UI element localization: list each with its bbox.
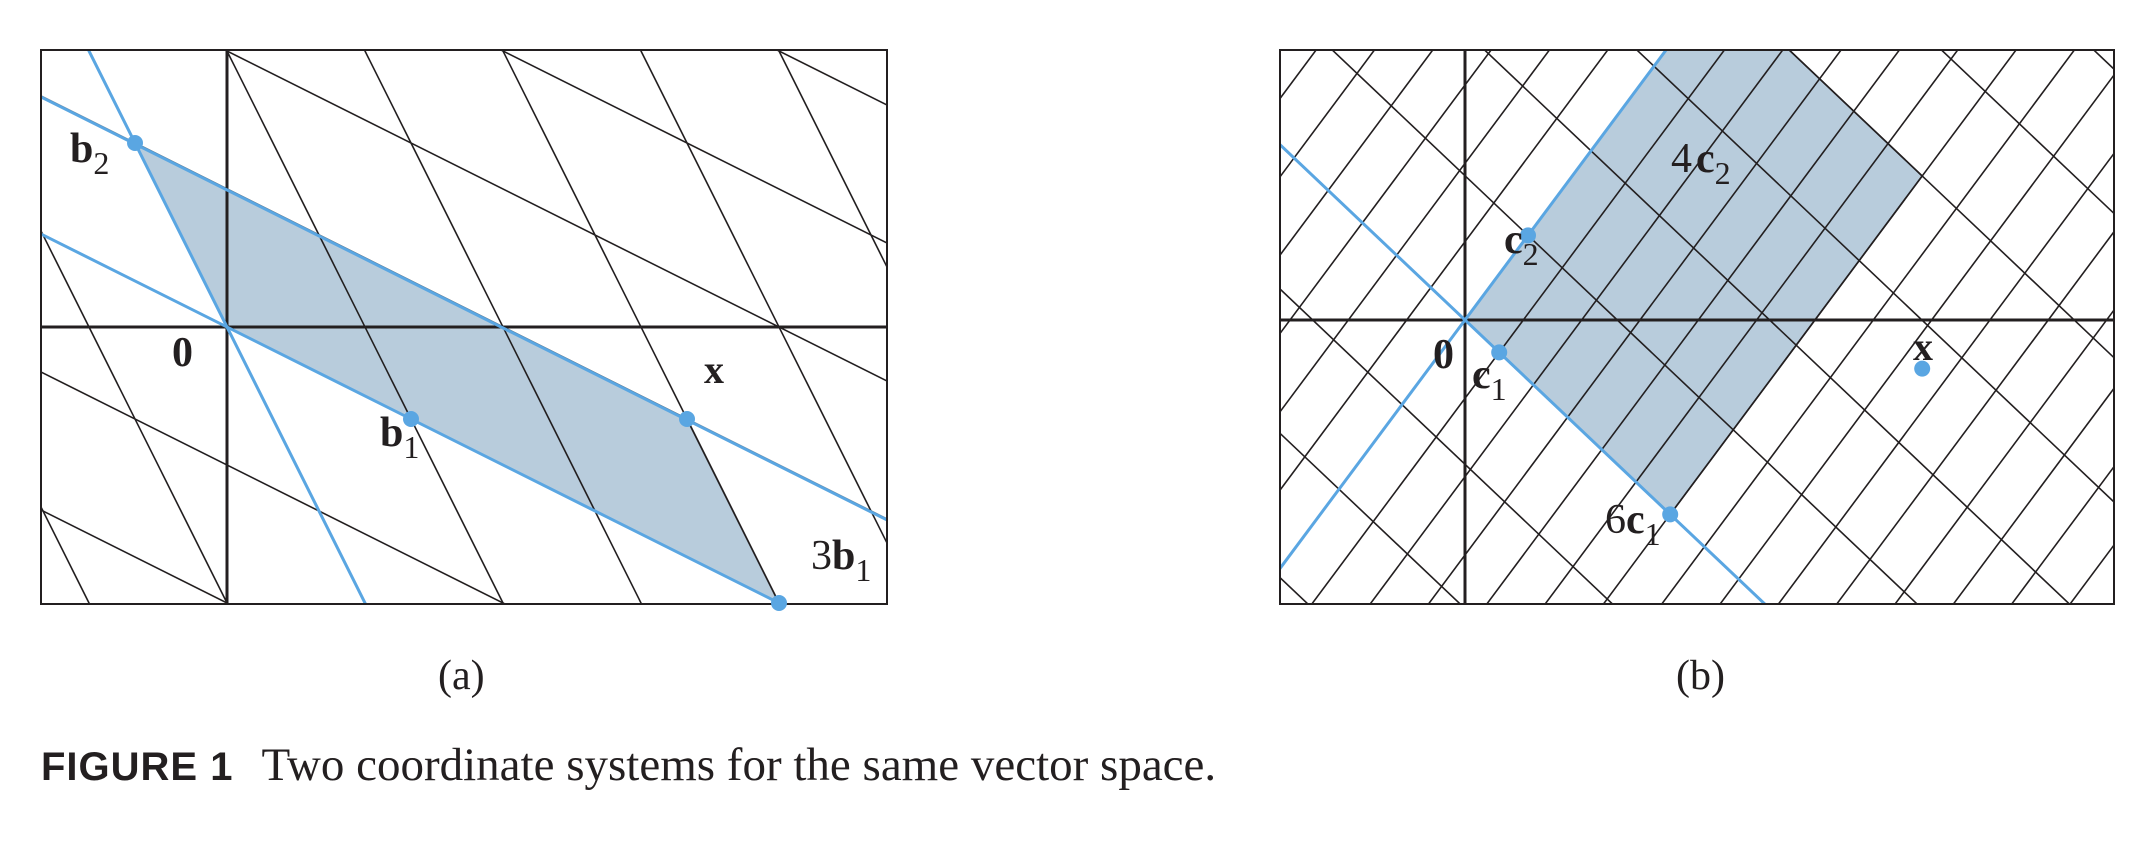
panel-b-label: (b) [1676, 653, 1725, 699]
figure-number: FIGURE 1 [41, 745, 234, 789]
origin-label: 0 [172, 330, 193, 376]
c2-label: c2 [1504, 217, 1539, 272]
point-6c1 [1662, 506, 1679, 523]
x-label: x [1913, 324, 1933, 369]
origin-label: 0 [1433, 332, 1454, 378]
panel-frame [40, 49, 888, 605]
b1-label: b1 [380, 410, 419, 465]
point-b2 [127, 135, 143, 151]
coordinate-parallelogram [133, 141, 781, 604]
point-x [1914, 360, 1931, 377]
figure-caption: FIGURE 1 Two coordinate systems for the s… [41, 738, 1216, 792]
grid-line [826, 0, 2147, 502]
diagram-panel-b: 0 x c1 c2 6c1 4c2 [1279, 49, 2115, 605]
panel-a-label: (a) [438, 653, 485, 699]
diagram-panel-a: 0 x b1 b2 3b1 [40, 49, 888, 611]
4c2-label: 4c2 [1671, 136, 1731, 191]
point-x [679, 411, 695, 427]
3b1-label: 3b1 [811, 533, 871, 588]
grid-line [763, 0, 2147, 586]
x-label: x [704, 347, 724, 392]
caption-text: Two coordinate systems for the same vect… [261, 739, 1217, 791]
panel-frame [1279, 49, 2115, 605]
b2-label: b2 [70, 126, 109, 181]
point-c2 [1520, 227, 1536, 244]
c1-label: c1 [1472, 352, 1507, 407]
6c1-label: 6c1 [1605, 497, 1661, 552]
point-c1 [1491, 344, 1508, 361]
point-b1 [403, 411, 419, 427]
point-3b1 [771, 595, 787, 611]
